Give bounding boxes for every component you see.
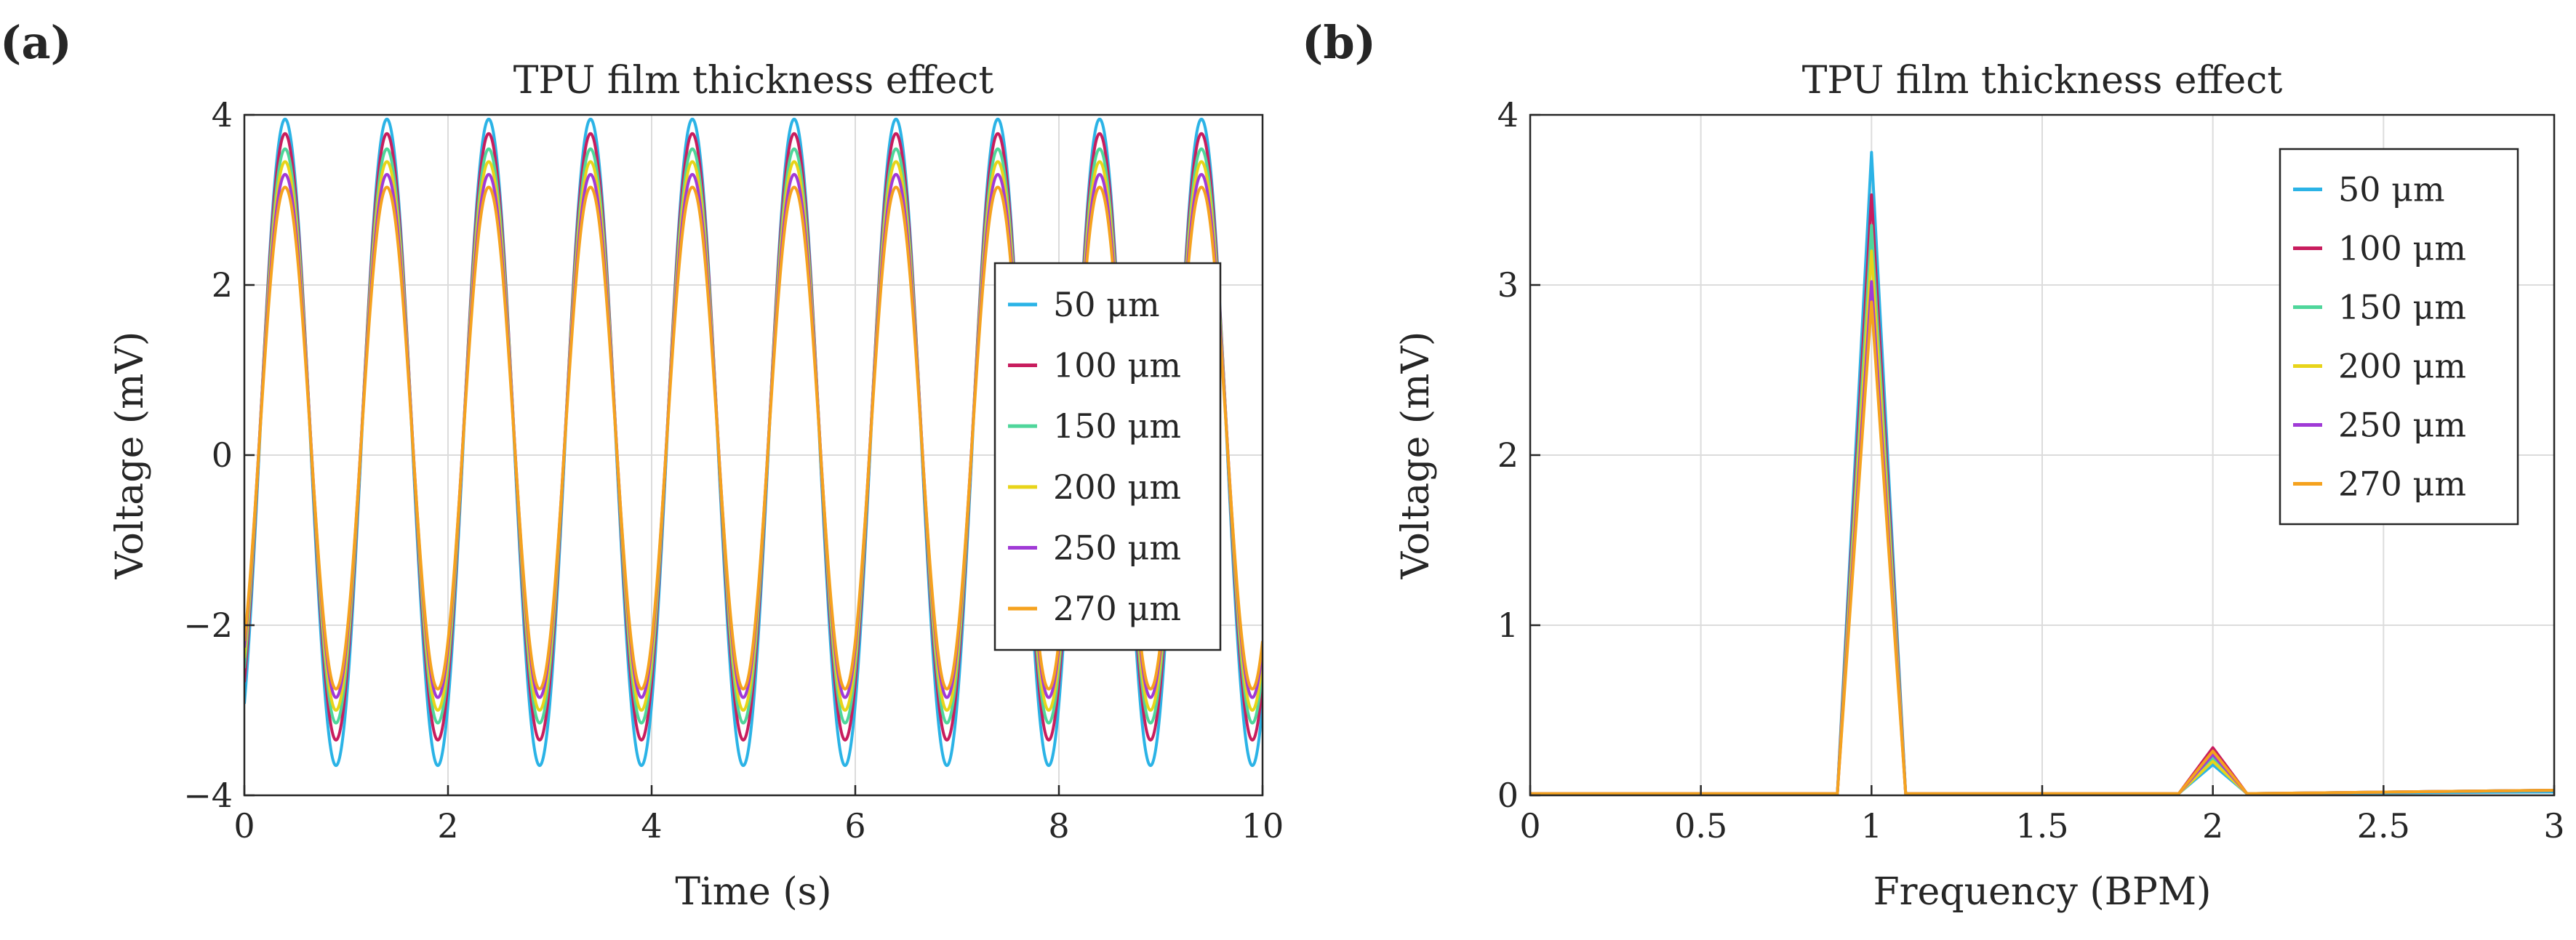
legend-box xyxy=(2279,148,2519,526)
x-tick-label: 3 xyxy=(2543,806,2564,845)
x-tick-label: 10 xyxy=(1241,806,1284,845)
x-axis-label: Time (s) xyxy=(675,870,831,914)
y-tick-label: 4 xyxy=(1497,95,1519,134)
y-tick-label: 2 xyxy=(212,265,233,305)
x-tick-label: 0 xyxy=(233,806,255,845)
legend-label: 250 μm xyxy=(1053,529,1181,568)
chart-title: TPU film thickness effect xyxy=(513,59,994,103)
legend-label: 200 μm xyxy=(2338,347,2466,386)
x-tick-label: 0.5 xyxy=(1674,806,1727,845)
x-axis-label: Frequency (BPM) xyxy=(1873,870,2212,914)
x-tick-label: 0 xyxy=(1519,806,1540,845)
legend-label: 50 μm xyxy=(2338,170,2445,209)
legend-label: 150 μm xyxy=(1053,406,1181,446)
legend-label: 50 μm xyxy=(1053,285,1160,324)
panel-label-a: (a) xyxy=(0,16,72,69)
y-tick-label: 2 xyxy=(1497,435,1519,475)
legend-label: 100 μm xyxy=(2338,229,2466,268)
x-tick-label: 1 xyxy=(1861,806,1882,845)
chart-frequency-domain: 0 0.5 1 1.5 2 2.5 3 0 1 2 3 4 TPU film thickness eff… xyxy=(1394,59,2565,914)
x-tick-label: 8 xyxy=(1048,806,1069,845)
y-axis-label: Voltage (mV) xyxy=(1394,332,1438,580)
legend-label: 270 μm xyxy=(2338,465,2466,504)
legend-label: 100 μm xyxy=(1053,346,1181,385)
legend-label: 270 μm xyxy=(1053,589,1181,628)
x-tick-label: 2 xyxy=(2202,806,2223,845)
x-tick-label: 2 xyxy=(437,806,458,845)
y-tick-label: 0 xyxy=(212,435,233,475)
x-tick-label: 1.5 xyxy=(2015,806,2068,845)
series-line-5 xyxy=(244,185,1263,691)
legend-label: 150 μm xyxy=(2338,288,2466,327)
chart-title: TPU film thickness effect xyxy=(1802,59,2283,103)
y-tick-label: −2 xyxy=(183,606,233,645)
y-axis-label: Voltage (mV) xyxy=(108,332,152,580)
y-tick-label: −4 xyxy=(183,776,233,815)
chart-time-domain: 0 2 4 6 8 10 −4 −2 0 2 4 TPU film thickness effect T… xyxy=(108,59,1284,914)
legend-box xyxy=(993,262,1222,651)
x-tick-label: 2.5 xyxy=(2357,806,2410,845)
legend-label: 200 μm xyxy=(1053,467,1181,507)
legend-label: 250 μm xyxy=(2338,406,2466,445)
x-tick-label: 6 xyxy=(844,806,865,845)
x-tick-label: 4 xyxy=(641,806,662,845)
y-tick-label: 1 xyxy=(1497,606,1519,645)
legend: 50 μm 100 μm 150 μm 200 μm 250 μm 270 μm xyxy=(993,262,1222,651)
y-tick-label: 3 xyxy=(1497,265,1519,305)
legend: 50 μm 100 μm 150 μm 200 μm 250 μm 270 μm xyxy=(2279,148,2519,526)
panel-label-b: (b) xyxy=(1302,16,1376,69)
y-tick-label: 0 xyxy=(1497,776,1519,815)
y-tick-label: 4 xyxy=(212,95,233,134)
